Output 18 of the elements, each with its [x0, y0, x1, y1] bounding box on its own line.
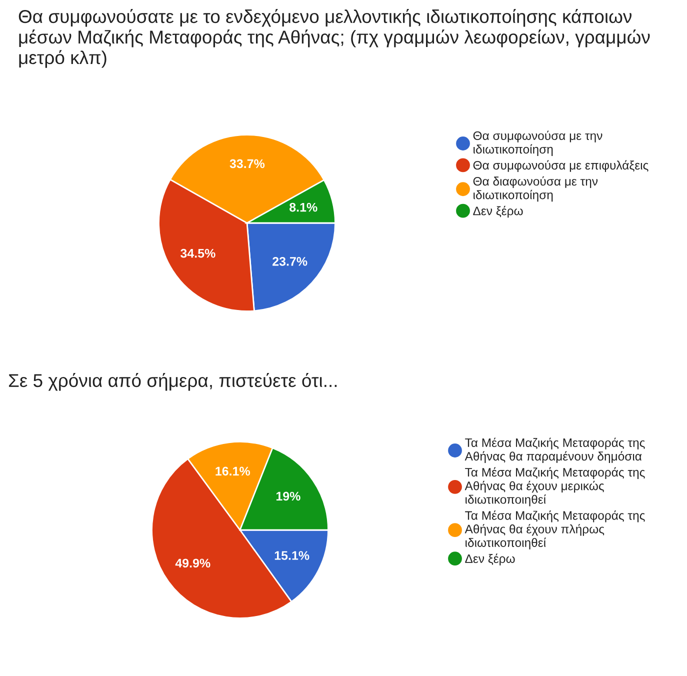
legend-label: Θα διαφωνούσα με την ιδιωτικοποίηση — [473, 176, 598, 202]
legend-label: Τα Μέσα Μαζικής Μεταφοράς της Αθήνας θα έχουν μερικώς ιδιωτικοποιηθεί — [464, 467, 645, 506]
chart-title: Θα συμφωνούσατε με το ενδεχόμενο μελλοντικής ιδιωτικοποίησης κάποιων μέσων Μαζικής Μεταφοράς της Αθήνας; (πχ γραμμών λεωφορείων, γραμμών μετρό κλπ) — [18, 9, 650, 68]
legend-label: Θα συμφωνούσα με επιφυλάξεις — [473, 160, 648, 172]
data-label: 19% — [276, 492, 300, 501]
data-label: 8.1% — [290, 202, 318, 212]
legend-label: Τα Μέσα Μαζικής Μεταφοράς της Αθήνας θα παραμένουν δημόσια — [464, 438, 645, 464]
data-label: 49.9% — [175, 558, 210, 568]
data-label: 34.5% — [180, 248, 216, 258]
legend-label: Θα συμφωνούσα με την ιδιωτικοποίηση — [473, 130, 602, 156]
legend-label: Δεν ξέρω — [473, 206, 523, 218]
legend-label: Τα Μέσα Μαζικής Μεταφοράς της Αθήνας θα έχουν πλήρως ιδιωτικοποιηθεί — [464, 510, 645, 550]
data-label: 33.7% — [230, 159, 265, 168]
data-label: 16.1% — [216, 466, 250, 476]
legend-label: Δεν ξέρω — [465, 554, 515, 566]
data-label: 15.1% — [274, 551, 310, 560]
chart-title: Σε 5 χρόνια από σήμερα, πιστεύετε ότι... — [8, 373, 337, 391]
data-label: 23.7% — [272, 256, 308, 266]
